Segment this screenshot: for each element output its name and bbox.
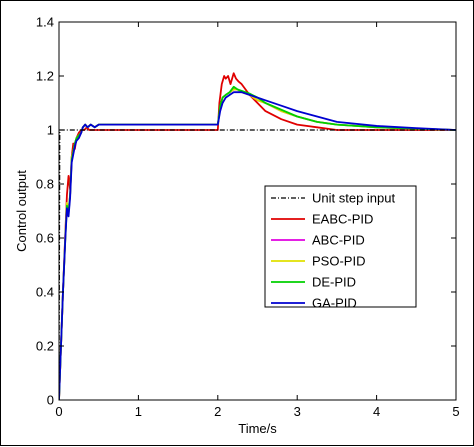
legend-label: PSO-PID	[312, 254, 365, 269]
y-tick-label: 0.8	[36, 177, 54, 192]
legend-label: ABC-PID	[312, 233, 365, 248]
legend-items: Unit step input EABC-PID ABC-PID PSO-PID DE-…	[271, 191, 395, 311]
y-tick-label: 0	[47, 393, 54, 408]
y-tick-label: 1.2	[36, 69, 54, 84]
ticks-layer: 0 1 2 3 4 5 0 0.2 0.4 0.6 0.8 1 1.2 1.4	[36, 15, 460, 420]
y-tick-label: 1.4	[36, 15, 54, 30]
legend-label: DE-PID	[312, 275, 356, 290]
legend-box	[264, 185, 417, 308]
legend-label: EABC-PID	[312, 212, 373, 227]
y-axis-label: Control output	[14, 170, 29, 252]
x-tick-label: 2	[214, 404, 221, 419]
x-tick-label: 3	[294, 404, 301, 419]
plot-area	[58, 21, 457, 401]
legend-label: Unit step input	[312, 191, 395, 206]
x-tick-label: 5	[452, 404, 459, 419]
legend: Unit step input EABC-PID ABC-PID PSO-PID DE-…	[264, 185, 417, 311]
y-tick-label: 0.6	[36, 231, 54, 246]
y-tick-label: 1	[47, 123, 54, 138]
x-tick-label: 0	[55, 404, 62, 419]
x-tick-label: 4	[373, 404, 380, 419]
y-tick-label: 0.2	[36, 339, 54, 354]
y-tick-label: 0.4	[36, 285, 54, 300]
x-tick-label: 1	[135, 404, 142, 419]
legend-label: GA-PID	[312, 296, 357, 311]
series-line-5	[59, 91, 456, 400]
x-axis-label: Time/s	[238, 421, 277, 436]
